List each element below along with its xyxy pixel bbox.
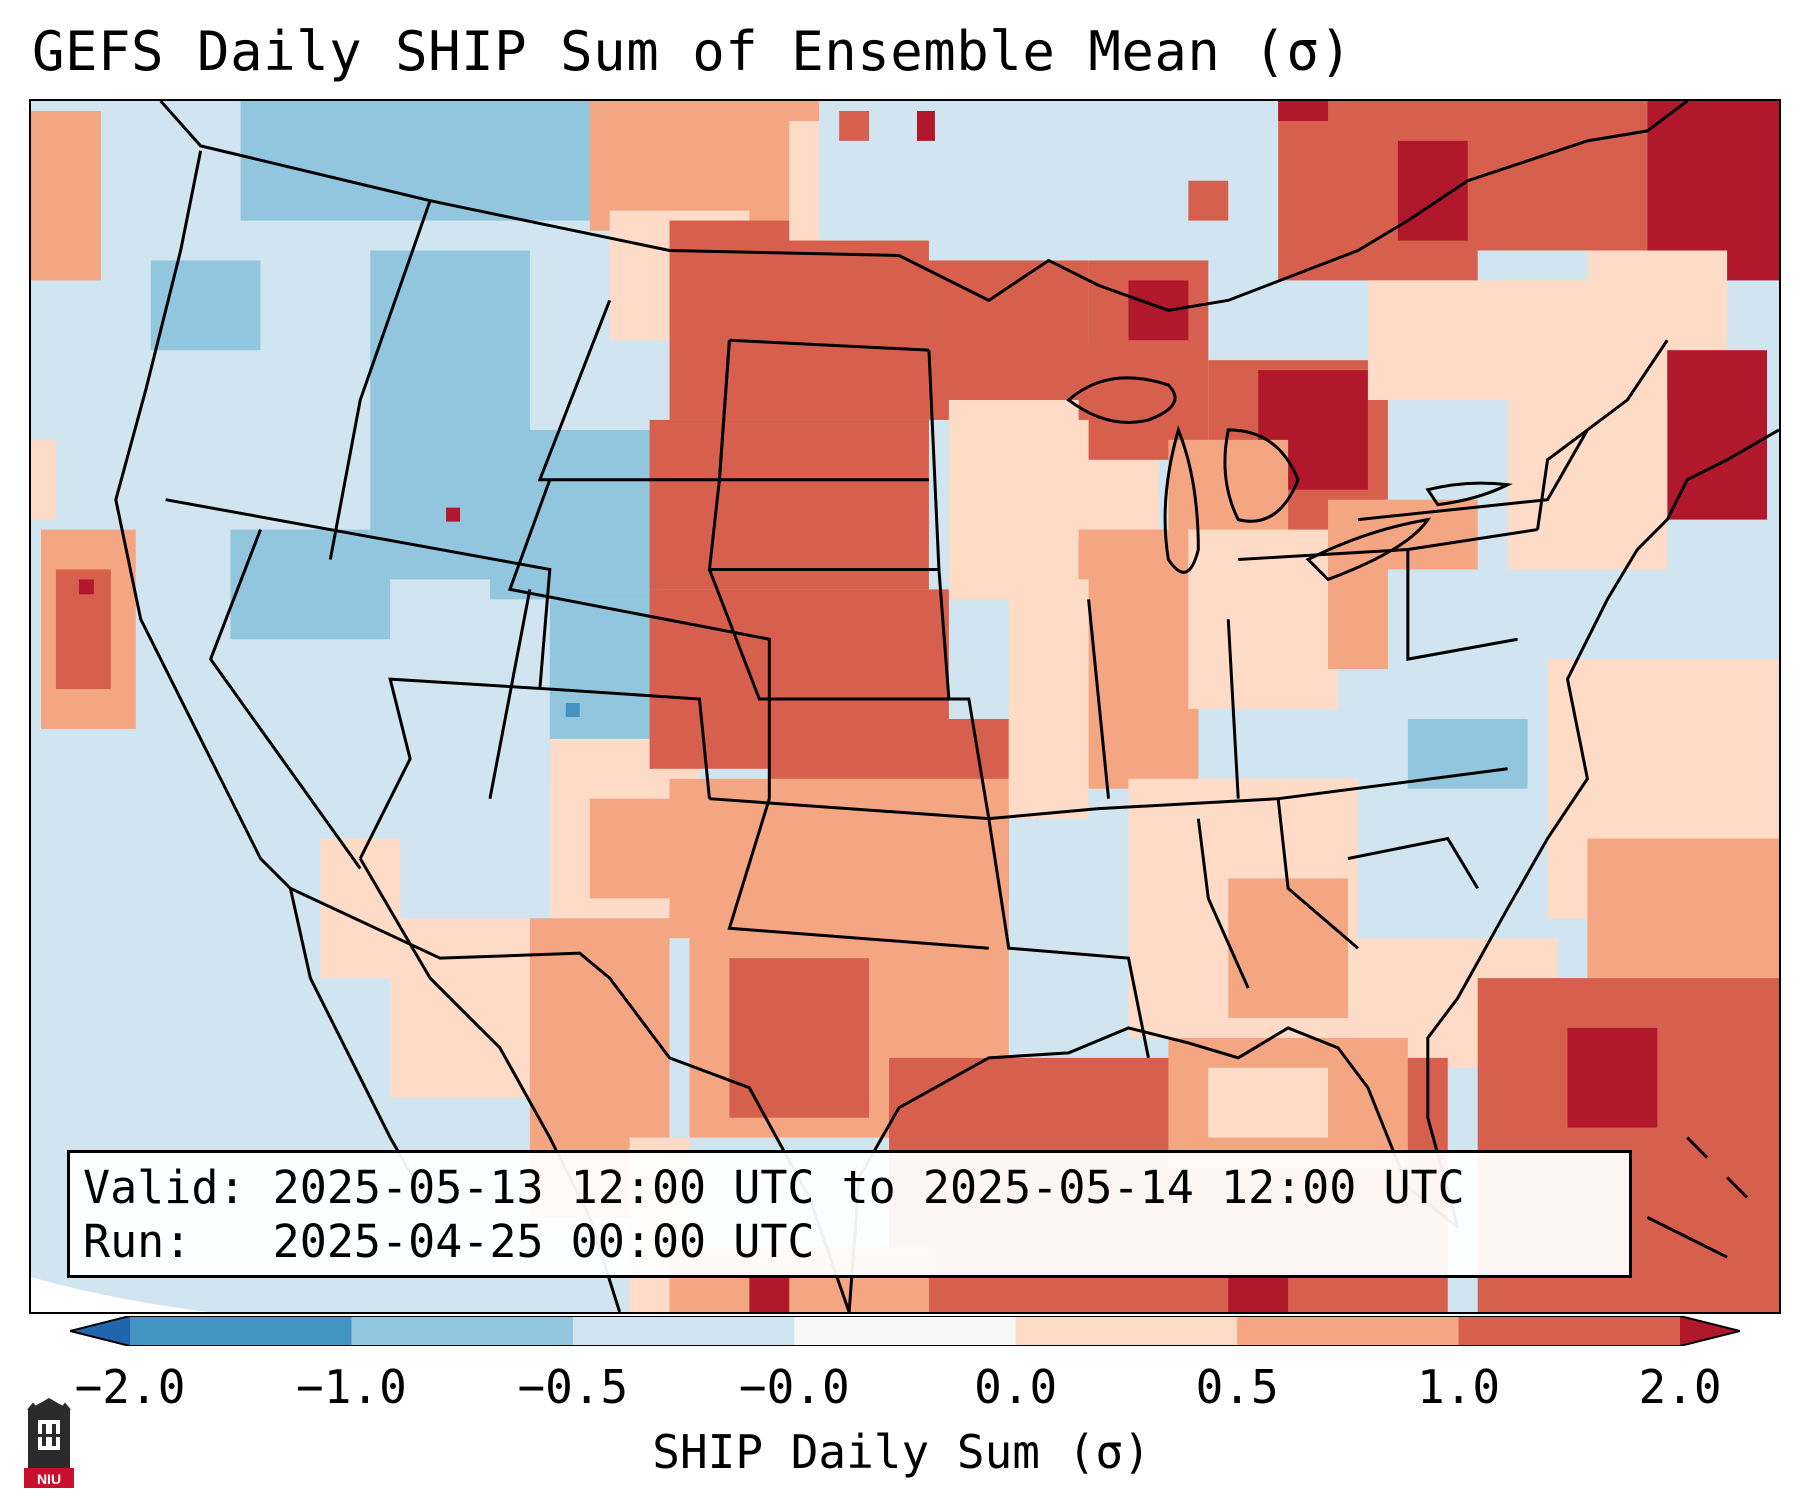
colorbar-bin	[1237, 1316, 1460, 1346]
logo-text: NIU	[37, 1471, 61, 1487]
figure-title: GEFS Daily SHIP Sum of Ensemble Mean (σ)	[32, 20, 1353, 83]
colorbar-bin	[130, 1316, 352, 1346]
run-label: Run:	[83, 1215, 192, 1268]
run-time: 2025-04-25 00:00 UTC	[272, 1215, 815, 1268]
colorbar-tick-label: 2.0	[1638, 1360, 1722, 1414]
colorbar-extend-low	[70, 1316, 130, 1346]
map-panel	[29, 99, 1781, 1314]
colorbar-bin	[794, 1316, 1017, 1346]
validity-info-box: Valid: 2025-05-13 12:00 UTC to 2025-05-1…	[67, 1150, 1632, 1278]
pacific-anomaly-patches	[31, 110, 136, 729]
islands	[1646, 1136, 1749, 1259]
colorbar-tick-label: 0.0	[974, 1360, 1058, 1414]
colorbar-label: SHIP Daily Sum (σ)	[652, 1425, 1151, 1479]
colorbar-tick-label: −0.5	[517, 1360, 629, 1414]
valid-time: 2025-05-13 12:00 UTC to 2025-05-14 12:00…	[272, 1161, 1465, 1214]
colorbar-tick-label: 0.5	[1195, 1360, 1279, 1414]
colorbar-tick-label: −2.0	[74, 1360, 186, 1414]
colorbar-bin	[572, 1316, 795, 1346]
colorbar-tick-label: 1.0	[1417, 1360, 1501, 1414]
colorbar-tick-label: −1.0	[296, 1360, 407, 1414]
northeast-region	[1108, 101, 1779, 570]
colorbar	[70, 1316, 1740, 1346]
great-lakes	[1066, 376, 1513, 582]
colorbar-bin	[1458, 1316, 1681, 1346]
boundaries	[114, 101, 1779, 1312]
colorbar-extend-high	[1680, 1316, 1740, 1346]
projection-edge	[31, 1277, 630, 1312]
colorbar-bin	[1015, 1316, 1238, 1346]
anomaly-map	[31, 101, 1779, 1312]
niu-logo: NIU	[24, 1398, 74, 1488]
colorbar-bin	[351, 1316, 574, 1346]
colorbar-tick-label: −0.0	[738, 1360, 850, 1414]
valid-label: Valid:	[83, 1161, 246, 1214]
